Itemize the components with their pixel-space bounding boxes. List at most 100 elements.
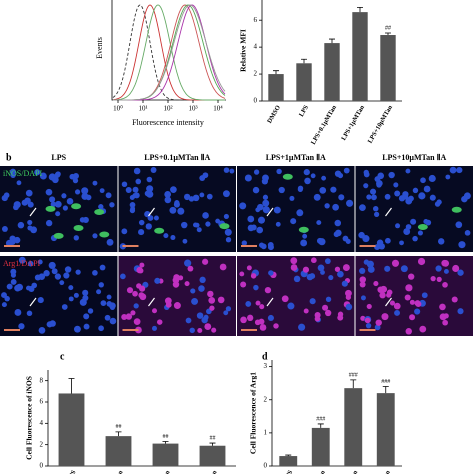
cell [66,198,74,205]
cell [332,203,339,211]
cell [96,289,102,295]
y-tick-label: 1 [264,428,268,436]
histogram-x-label: Fluorescence intensity [132,118,204,127]
cell-green [53,232,64,239]
cell [457,269,464,276]
cell [211,327,217,333]
cell [455,221,463,229]
cell [1,302,7,308]
cell [196,227,202,233]
x-tick-label: LPS [65,469,77,474]
cell [364,317,371,324]
cell [409,314,416,321]
cell [146,190,154,198]
cell [314,316,321,322]
cell [30,226,38,234]
cell [255,300,261,306]
cell [442,319,448,326]
cell [302,266,310,273]
cell [82,289,89,296]
column-header: LPS+0.1μMTan ⅡA [144,153,210,162]
bar [324,43,340,101]
cell [250,273,257,279]
row-label: Arg1/DAPI [3,259,41,268]
cell [252,186,260,194]
cell [342,235,349,242]
arrow [148,297,155,307]
cell [360,295,366,301]
cell [153,215,159,221]
cell [219,263,227,271]
cell [439,313,447,321]
cell [130,206,136,212]
cell [37,259,43,265]
cell [187,265,194,272]
cell-green [71,203,82,210]
cell [408,195,414,202]
cell [384,237,391,244]
cell [345,289,352,297]
y-axis-label: Cell Fluorescence of iNOS [25,376,34,460]
cell [48,261,56,269]
cell [156,319,163,325]
cell [240,316,247,324]
cell [290,264,298,271]
cell [190,288,196,294]
bar [279,456,298,466]
cell-green [451,206,462,213]
cell [106,294,112,300]
bar [105,436,132,466]
cell [429,194,436,201]
x-tick-label: 10⁰ [113,105,123,113]
cell [458,241,466,249]
x-tick-label: 10⁴ [213,105,223,113]
cell [61,193,67,199]
cell [92,233,98,239]
cell [300,239,308,247]
cell [138,228,145,236]
cell [34,274,41,281]
micrographs: iNOS/DAPI Arg1/DAPI [0,166,473,336]
cell [412,187,419,194]
cell [399,240,404,246]
panel-label: d [262,351,268,362]
cell [109,202,115,208]
cell [46,321,53,328]
cell [239,271,245,277]
cell [394,309,401,316]
bar [268,74,284,101]
x-tick-label: LPS [282,469,294,474]
cell [54,172,61,178]
cell [73,235,79,241]
cell [412,235,418,242]
cell [204,323,212,330]
cell [381,313,389,321]
histogram-curve [113,4,225,101]
cell [69,173,76,180]
cell [405,168,411,174]
error-bar [68,378,75,394]
cell [378,243,385,250]
cell [121,314,128,320]
cell [184,281,190,287]
cell [324,309,332,317]
cell [388,171,395,179]
cell [133,167,141,175]
cell [384,265,391,272]
cell [164,196,172,204]
cell [170,186,177,193]
row-label: iNOS/DAPI [3,169,42,178]
cell [256,226,264,234]
cell [247,224,255,232]
cell [196,312,204,319]
cell [129,202,136,208]
cell [267,244,274,251]
cell [74,189,81,195]
cell [317,264,325,272]
cell [415,301,422,308]
cell [52,176,59,184]
cell [121,228,128,235]
cell [197,327,203,334]
y-tick-label: 4 [40,419,44,427]
cell [199,192,205,198]
